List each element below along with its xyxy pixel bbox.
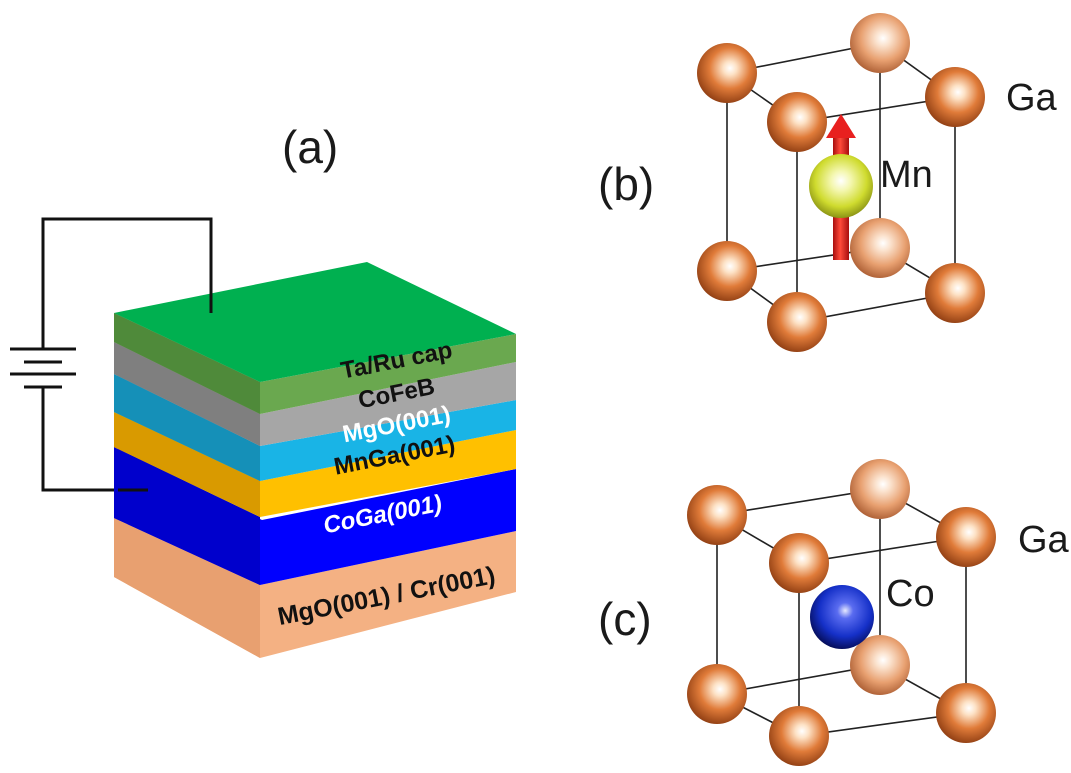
circuit-wire-bottom bbox=[41, 387, 148, 492]
ga-atom bbox=[936, 683, 996, 743]
panel-b-label: (b) bbox=[598, 158, 654, 210]
ga-atom bbox=[925, 67, 985, 127]
battery-icon bbox=[10, 347, 76, 389]
atom-label-ga: Ga bbox=[1006, 77, 1058, 119]
co-atom bbox=[810, 585, 874, 649]
ga-atom bbox=[697, 241, 757, 301]
layer-mgo bbox=[114, 374, 516, 481]
panel-c-label: (c) bbox=[598, 593, 652, 645]
ga-atom bbox=[850, 459, 910, 519]
ga-atom bbox=[767, 292, 827, 352]
ga-atom bbox=[687, 485, 747, 545]
atom-label-ga: Ga bbox=[1018, 519, 1070, 561]
ga-atom bbox=[936, 507, 996, 567]
ga-atom bbox=[769, 706, 829, 766]
panel-a-label: (a) bbox=[282, 121, 338, 173]
panel-b: (b) Ga Mn bbox=[598, 13, 1058, 352]
panel-a: (a) bbox=[10, 121, 516, 658]
ga-atom bbox=[697, 43, 757, 103]
layer-cap bbox=[114, 262, 516, 414]
ga-atom bbox=[850, 218, 910, 278]
layer-coga bbox=[114, 447, 516, 585]
panel-c: (c) Ga Co bbox=[598, 459, 1070, 766]
ga-atom bbox=[769, 533, 829, 593]
spin-arrow-tail bbox=[833, 218, 849, 260]
ga-atom bbox=[767, 92, 827, 152]
ga-atom bbox=[850, 13, 910, 73]
atom-label-co: Co bbox=[886, 573, 935, 615]
ga-atom bbox=[687, 664, 747, 724]
layer-mnga bbox=[114, 412, 516, 517]
ga-atom bbox=[925, 263, 985, 323]
atom-label-mn: Mn bbox=[880, 154, 933, 196]
layer-cofeb bbox=[114, 342, 516, 446]
ga-atom bbox=[850, 635, 910, 695]
mn-atom bbox=[809, 154, 873, 218]
layer-substrate bbox=[114, 518, 516, 658]
